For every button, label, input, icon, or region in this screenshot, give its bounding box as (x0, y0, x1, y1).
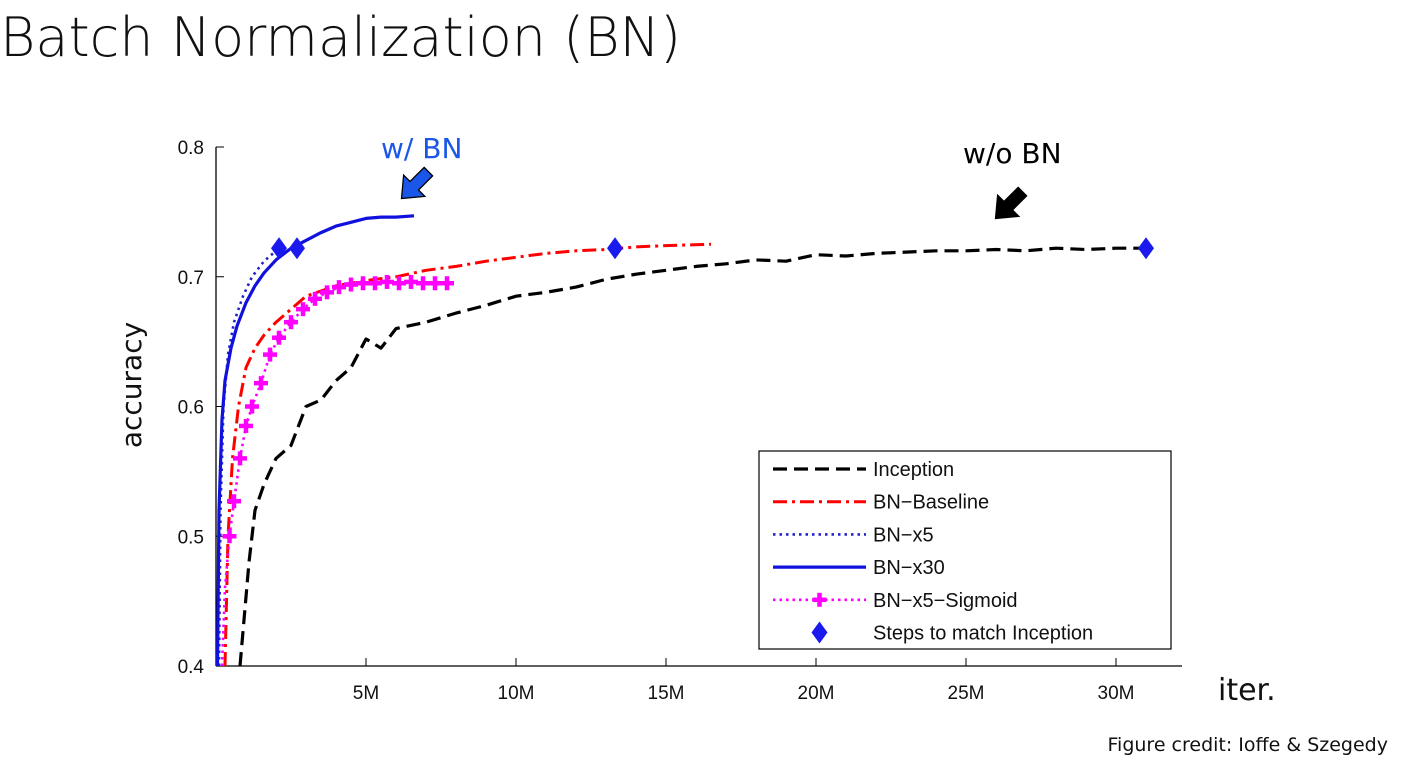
sigmoid-point-marker (428, 276, 442, 291)
sigmoid-point-marker (308, 291, 322, 306)
steps-to-match-marker (1138, 237, 1154, 260)
sigmoid-point-marker (332, 280, 346, 295)
without-bn-annotation: w/o BN (963, 137, 1062, 170)
x-tick-label: 25M (948, 683, 985, 704)
x-tick-label: 5M (353, 683, 379, 704)
steps-to-match-marker (271, 237, 287, 260)
sigmoid-point-marker (254, 376, 268, 391)
sigmoid-point-marker (263, 347, 277, 362)
sigmoid-point-marker (245, 399, 259, 414)
sigmoid-point-marker (344, 277, 358, 292)
x-axis-label: iter. (1218, 673, 1276, 708)
chart-markers-layer (271, 237, 1154, 260)
legend-label-steps-to-match-inception: Steps to match Inception (873, 623, 1093, 645)
sigmoid-point-marker (284, 315, 298, 330)
y-tick-label: 0.4 (178, 657, 205, 678)
x-tick-label: 30M (1098, 683, 1135, 704)
y-axis-label: accuracy (115, 322, 148, 448)
series-line-bn-x30 (215, 214, 415, 667)
series-line-bn-baseline (223, 242, 712, 667)
legend-marker-steps-to-match (811, 621, 828, 644)
x-tick-label: 10M (498, 683, 535, 704)
chart-axes: 0.4 0.5 0.6 0.7 0.8 5M 10M 15M 20M 25M 30M accuracy… (115, 138, 1276, 708)
series-line-bn-x5-sigmoid (220, 280, 447, 667)
sigmoid-point-marker (368, 276, 382, 291)
sigmoid-point-marker (272, 330, 286, 345)
sigmoid-point-marker (380, 274, 394, 289)
legend-plus-marker (812, 592, 827, 607)
sigmoid-point-marker (416, 276, 430, 291)
x-tick-label: 20M (798, 683, 835, 704)
legend-label-bn-baseline: BN−Baseline (873, 492, 989, 514)
with-bn-annotation: w/ BN (381, 132, 462, 165)
sigmoid-point-marker (296, 302, 310, 317)
legend-label-bn-x5-sigmoid: BN−x5−Sigmoid (873, 590, 1018, 612)
x-tick-label: 15M (648, 683, 685, 704)
steps-to-match-marker (607, 237, 623, 260)
steps-to-match-marker (289, 237, 305, 260)
sigmoid-point-marker (222, 529, 237, 544)
legend-label-inception: Inception (873, 459, 954, 481)
sigmoid-point-marker (440, 276, 454, 291)
chart-legend: Inception BN−Baseline BN−x5 BN−x30 BN−x5−Sig… (758, 450, 1172, 650)
chart-series-layer (215, 214, 1146, 667)
y-tick-label: 0.5 (178, 527, 204, 548)
with-bn-arrow (400, 166, 434, 200)
legend-label-bn-x30: BN−x30 (873, 557, 945, 579)
sigmoid-point-marker (239, 418, 253, 433)
sigmoid-point-marker (392, 276, 406, 291)
series-line-inception (238, 246, 1146, 667)
sigmoid-point-marker (227, 494, 241, 509)
legend-label-bn-x5: BN−x5 (873, 524, 934, 546)
y-tick-label: 0.7 (178, 268, 204, 289)
sigmoid-point-marker (356, 276, 370, 291)
chart-annotations-layer: w/ BN w/o BN (381, 132, 1062, 220)
figure-credit: Figure credit: Ioffe & Szegedy (1107, 734, 1389, 756)
y-tick-label: 0.8 (178, 138, 204, 159)
slide-title: Batch Normalization (BN) (0, 6, 682, 69)
y-tick-label: 0.6 (178, 398, 204, 419)
sigmoid-point-marker (404, 274, 418, 289)
sigmoid-point-marker (320, 285, 334, 300)
sigmoid-point-marker (233, 451, 247, 466)
legend-box (758, 450, 1172, 650)
without-bn-arrow (994, 186, 1028, 220)
